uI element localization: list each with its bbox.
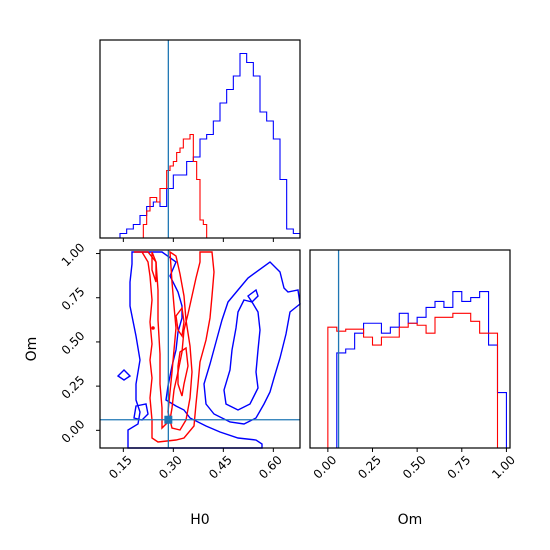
om-x-tick-label: 0.75 (445, 453, 474, 482)
h0-marginal-frame (99, 39, 301, 239)
contour-x-tick-label: 0.30 (156, 453, 185, 482)
contour-y-tick-label: 0.25 (59, 373, 88, 402)
contour-red-inner-3 (177, 346, 189, 397)
h0-axis-label: H0 (190, 512, 209, 528)
h0-histogram-blue-series (100, 52, 301, 239)
h0-om-contour-panel: 0.15 0.30 0.45 0.60 0.00 0.25 0.50 0.75 1.00 H0… (24, 240, 301, 528)
h0-histogram-red-series (140, 133, 210, 239)
om-marginal-frame (309, 249, 511, 449)
om-axis-label: Om (24, 337, 40, 362)
h0-marginal-panel (99, 39, 301, 242)
h0-histogram-blue-line (100, 52, 301, 239)
contour-red-series (134, 250, 215, 443)
contour-x-ticks: 0.15 0.30 0.45 0.60 (106, 448, 285, 482)
contour-y-tick-label: 1.00 (59, 240, 88, 269)
om-histogram-red-series (318, 312, 507, 449)
contour-red-dot (151, 326, 155, 330)
om-x-axis-label: Om (398, 512, 423, 528)
om-marginal-panel: 0.00 0.25 0.50 0.75 1.00 Om (309, 249, 518, 528)
contour-red-inner-2 (175, 306, 185, 338)
om-x-tick-label: 0.00 (311, 453, 340, 482)
contour-blue-series (116, 251, 301, 449)
contour-frame (99, 249, 301, 449)
contour-y-tick-label: 0.75 (59, 285, 88, 314)
om-x-tick-label: 0.25 (355, 453, 384, 482)
contour-x-tick-label: 0.15 (106, 453, 135, 482)
truth-point-marker (164, 415, 173, 424)
contour-blue-small-diamond-1 (247, 288, 259, 304)
contour-red-inner-1 (167, 250, 193, 431)
contour-red-outer (134, 251, 215, 443)
om-x-ticks: 0.00 0.25 0.50 0.75 1.00 (311, 448, 518, 482)
contour-y-tick-label: 0.00 (59, 417, 88, 446)
contour-blue-right-outer (203, 261, 301, 425)
contour-blue-right-inner (223, 299, 261, 411)
contour-x-tick-label: 0.60 (256, 453, 285, 482)
om-histogram-blue-series (318, 291, 507, 449)
om-x-tick-label: 1.00 (489, 453, 518, 482)
h0-histogram-red-line (140, 133, 210, 239)
contour-blue-small-diamond-2 (116, 369, 132, 381)
contour-blue-inner-left (133, 403, 149, 421)
contour-x-tick-label: 0.45 (206, 453, 235, 482)
om-histogram-red-line (318, 312, 507, 449)
h0-marginal-ticks (122, 238, 274, 242)
contour-y-tick-label: 0.50 (59, 329, 88, 358)
contour-y-ticks: 0.00 0.25 0.50 0.75 1.00 (59, 240, 100, 446)
om-histogram-blue-line (318, 291, 507, 449)
contour-red-inner-4 (151, 251, 157, 283)
om-x-tick-label: 0.50 (400, 453, 429, 482)
